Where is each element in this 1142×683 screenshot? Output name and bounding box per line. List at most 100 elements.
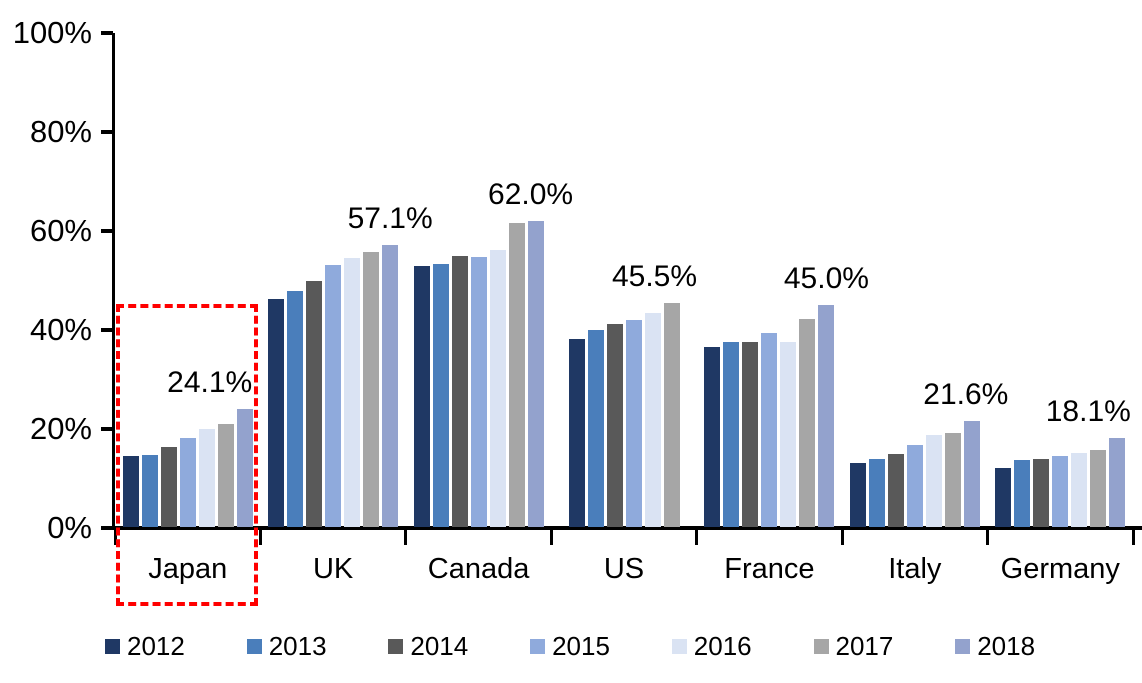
bar-2018-germany [1109,438,1126,527]
bar-2018-france [818,305,835,527]
bar-2012-germany [995,467,1012,527]
bar-2018-canada [527,221,544,527]
bar-2017-france [799,318,816,527]
y-axis-label-100: 100% [12,15,92,50]
x-axis-label-germany: Germany [1000,553,1120,585]
y-tick-80 [101,130,113,134]
bar-2018-italy [963,421,980,527]
legend-swatch-2012 [105,638,120,654]
bar-2012-japan [122,456,139,527]
x-axis-line [113,526,1142,530]
bar-2014-us [606,324,623,527]
y-tick-100 [101,31,113,35]
legend-item-2018: 2018 [955,631,1035,661]
data-label-germany: 18.1% [1045,395,1131,429]
y-tick-0 [101,526,113,530]
bar-2014-germany [1033,458,1050,527]
legend-item-2016: 2016 [671,631,752,661]
x-tick-6 [986,528,990,545]
data-label-italy: 21.6% [923,378,1009,412]
bar-2017-germany [1090,450,1107,527]
bar-2015-canada [470,257,487,527]
legend-label-2016: 2016 [693,631,752,661]
y-axis-label-80: 80% [29,114,92,149]
bar-2015-japan [179,438,196,527]
x-tick-1 [258,528,262,545]
y-axis-label-60: 60% [29,213,92,248]
bar-2013-canada [432,263,449,527]
legend-label-2018: 2018 [977,631,1036,661]
data-label-uk: 57.1% [347,202,433,236]
y-axis-label-40: 40% [29,312,92,347]
bar-2014-uk [306,281,323,527]
bar-2017-uk [363,252,380,527]
bar-2016-italy [925,435,942,527]
bar-2016-germany [1071,453,1088,527]
bar-2015-germany [1052,456,1069,527]
legend-swatch-2018 [955,638,971,654]
bar-2012-france [704,347,721,527]
y-axis-label-20: 20% [29,411,92,446]
x-tick-7 [1131,528,1135,545]
legend-swatch-2015 [530,638,546,654]
legend-item-2015: 2015 [530,631,610,661]
x-axis-label-france: France [724,553,815,585]
bar-2015-france [761,333,778,527]
legend-label-2014: 2014 [410,631,469,661]
legend-item-2014: 2014 [388,631,468,661]
bar-2016-us [644,312,661,527]
bar-2016-france [780,342,797,527]
x-axis-label-us: US [603,553,645,585]
x-axis-label-italy: Italy [888,553,942,585]
legend-label-2015: 2015 [552,631,610,661]
y-tick-40 [101,328,113,332]
bar-2016-canada [489,250,506,527]
bar-2015-uk [325,265,342,527]
bar-2015-italy [906,445,923,527]
bar-2013-france [723,341,740,527]
x-axis-label-canada: Canada [427,553,530,585]
japan-highlight-box [116,304,258,606]
bar-2013-us [587,330,604,527]
x-tick-5 [840,528,844,545]
bar-2017-us [663,302,680,527]
x-tick-2 [404,528,408,545]
legend-swatch-2013 [246,638,262,654]
bar-2014-italy [887,453,904,527]
bar-2012-us [568,339,585,527]
legend-label-2012: 2012 [127,631,185,661]
bar-2013-italy [868,458,885,527]
bar-2013-uk [287,291,304,527]
bar-2014-france [742,342,759,527]
data-label-canada: 62.0% [488,178,574,212]
bar-2015-us [625,319,642,527]
bar-2014-canada [451,256,468,527]
legend-item-2013: 2013 [246,631,327,661]
bar-2018-japan [236,408,253,527]
x-tick-0 [113,528,117,545]
x-tick-4 [695,528,699,545]
y-axis-label-0: 0% [47,510,92,545]
data-label-japan: 24.1% [167,365,253,399]
bar-2016-uk [344,257,361,527]
bar-2013-germany [1014,460,1031,527]
legend-swatch-2014 [388,638,404,654]
x-tick-3 [549,528,553,545]
bar-2014-japan [160,446,177,527]
bar-2017-italy [944,433,961,527]
bar-2016-japan [198,429,215,527]
bar-2012-uk [268,298,285,527]
y-tick-60 [101,229,113,233]
y-tick-20 [101,427,113,431]
y-axis-line [112,33,115,530]
bar-2017-japan [217,424,234,527]
legend-swatch-2016 [671,638,687,654]
bar-2013-japan [141,454,158,527]
legend-label-2013: 2013 [268,631,327,661]
x-axis-label-japan: Japan [148,553,228,585]
legend-swatch-2017 [813,638,829,654]
data-label-france: 45.0% [783,262,869,296]
legend-label-2017: 2017 [835,631,894,661]
x-axis-label-uk: UK [312,553,354,585]
